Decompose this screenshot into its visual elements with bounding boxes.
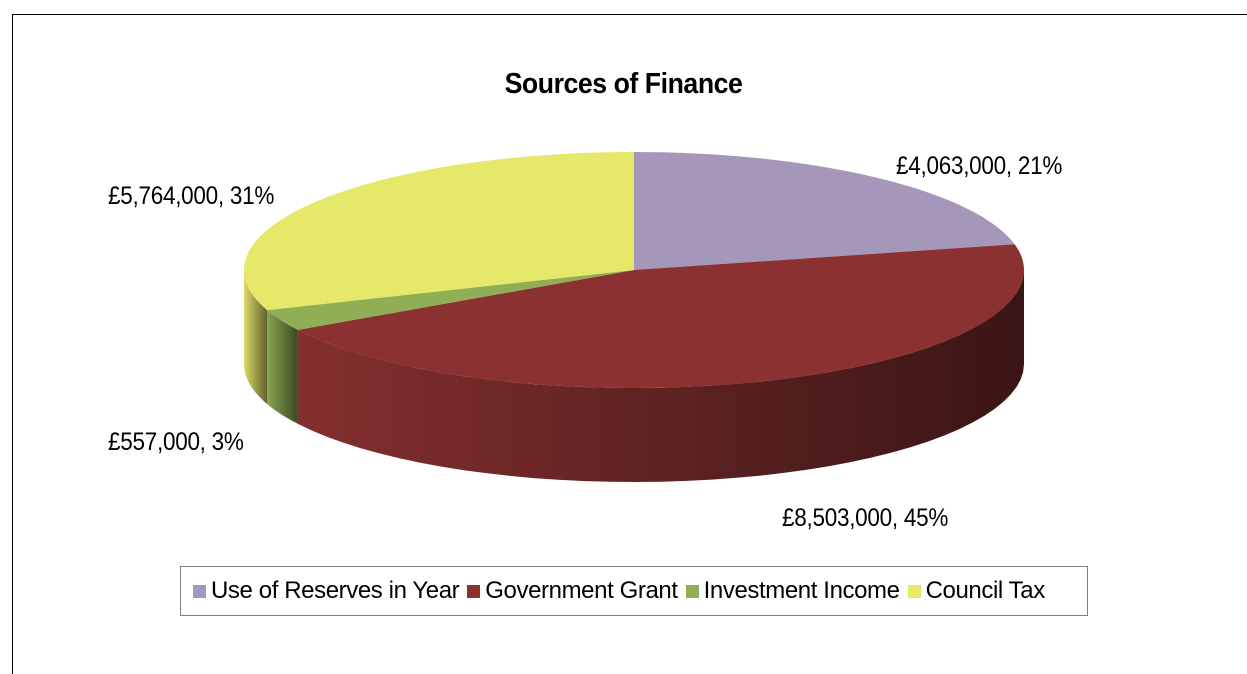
legend-swatch xyxy=(685,584,699,598)
data-label-government-grant: £8,503,000, 45% xyxy=(782,504,949,532)
data-label-investment-income: £557,000, 3% xyxy=(108,428,244,456)
legend-item-government-grant: Government Grant xyxy=(467,577,678,605)
pie-slice-use-of-reserves-in-year xyxy=(634,152,1015,270)
legend-item-use-of-reserves: Use of Reserves in Year xyxy=(193,577,460,605)
pie-side-council-tax xyxy=(244,270,268,405)
pie-slice-council-tax xyxy=(244,152,634,311)
pie-chart xyxy=(244,152,1024,482)
legend-item-investment-income: Investment Income xyxy=(685,577,900,605)
data-label-use-of-reserves: £4,063,000, 21% xyxy=(896,152,1063,180)
chart-legend: Use of Reserves in Year Government Grant… xyxy=(180,566,1088,616)
pie-side-investment-income xyxy=(267,310,298,424)
legend-label: Use of Reserves in Year xyxy=(211,577,460,604)
data-label-council-tax: £5,764,000, 31% xyxy=(108,182,275,210)
legend-label: Council Tax xyxy=(925,577,1046,604)
legend-label: Government Grant xyxy=(485,577,678,604)
pie-slice-investment-income xyxy=(267,270,634,330)
legend-swatch xyxy=(467,584,481,598)
pie-slice-government-grant xyxy=(297,244,1024,388)
chart-frame xyxy=(12,14,1247,674)
chart-title: Sources of Finance xyxy=(504,68,743,100)
legend-swatch xyxy=(193,584,206,598)
legend-item-council-tax: Council Tax xyxy=(907,577,1046,605)
pie-side-government-grant xyxy=(297,270,1024,482)
legend-swatch xyxy=(907,584,921,598)
legend-label: Investment Income xyxy=(703,577,900,604)
